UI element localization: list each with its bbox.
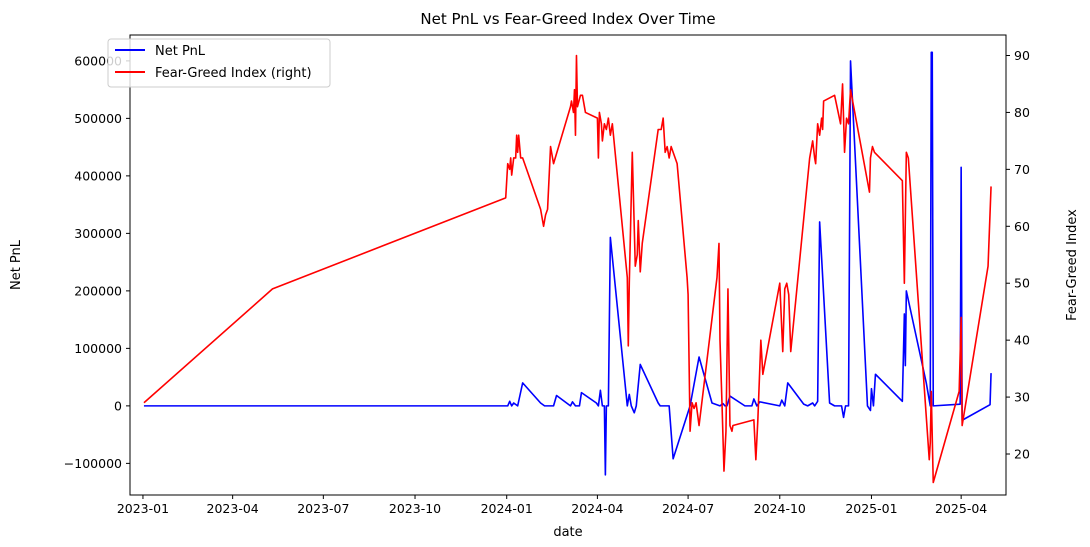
x-tick-label: 2025-04 <box>935 501 987 516</box>
y-right-tick-label: 30 <box>1014 390 1030 405</box>
x-axis: 2023-01 2023-04 2023-07 2023-10 2024-01 2024-… <box>117 495 987 516</box>
x-tick-label: 2023-07 <box>297 501 349 516</box>
legend-frame <box>107 38 331 88</box>
y-right-tick-label: 50 <box>1014 276 1030 291</box>
y-axis-right-title: Fear-Greed Index <box>1065 209 1080 321</box>
x-tick-label: 2023-10 <box>389 501 441 516</box>
y-right-tick-label: 20 <box>1014 447 1030 462</box>
x-tick-label: 2024-04 <box>571 501 623 516</box>
y-left-tick-label: 500000 <box>74 111 122 126</box>
y-right-tick-label: 40 <box>1014 333 1030 348</box>
y-axis-left-title: Net PnL <box>9 239 24 290</box>
y-left-tick-label: 300000 <box>74 226 122 241</box>
x-tick-label: 2025-01 <box>845 501 897 516</box>
y-left-tick-label: 200000 <box>74 283 122 298</box>
x-tick-label: 2024-10 <box>754 501 806 516</box>
legend-label-net-pnl: Net PnL <box>155 44 206 59</box>
x-axis-title: date <box>553 525 582 540</box>
series-layer <box>143 51 992 484</box>
y-right-tick-label: 60 <box>1014 219 1030 234</box>
y-left-tick-label: 100000 <box>74 341 122 356</box>
x-tick-label: 2023-01 <box>117 501 169 516</box>
y-right-tick-label: 70 <box>1014 162 1030 177</box>
x-tick-label: 2024-07 <box>662 501 714 516</box>
legend: Net PnL Fear-Greed Index (right) <box>107 38 331 88</box>
y-axis-right: 20 30 40 50 60 70 80 90 <box>1006 48 1030 462</box>
legend-label-fear-greed: Fear-Greed Index (right) <box>155 66 312 81</box>
x-tick-label: 2024-01 <box>481 501 533 516</box>
y-left-tick-label: −100000 <box>64 456 122 471</box>
y-left-tick-label: 0 <box>114 398 122 413</box>
y-right-tick-label: 80 <box>1014 105 1030 120</box>
chart-title: Net PnL vs Fear-Greed Index Over Time <box>420 10 715 28</box>
y-left-tick-label: 400000 <box>74 168 122 183</box>
series-line-fear-greed <box>143 54 992 484</box>
x-tick-label: 2023-04 <box>207 501 259 516</box>
y-right-tick-label: 90 <box>1014 48 1030 63</box>
plot-frame <box>129 34 1007 496</box>
